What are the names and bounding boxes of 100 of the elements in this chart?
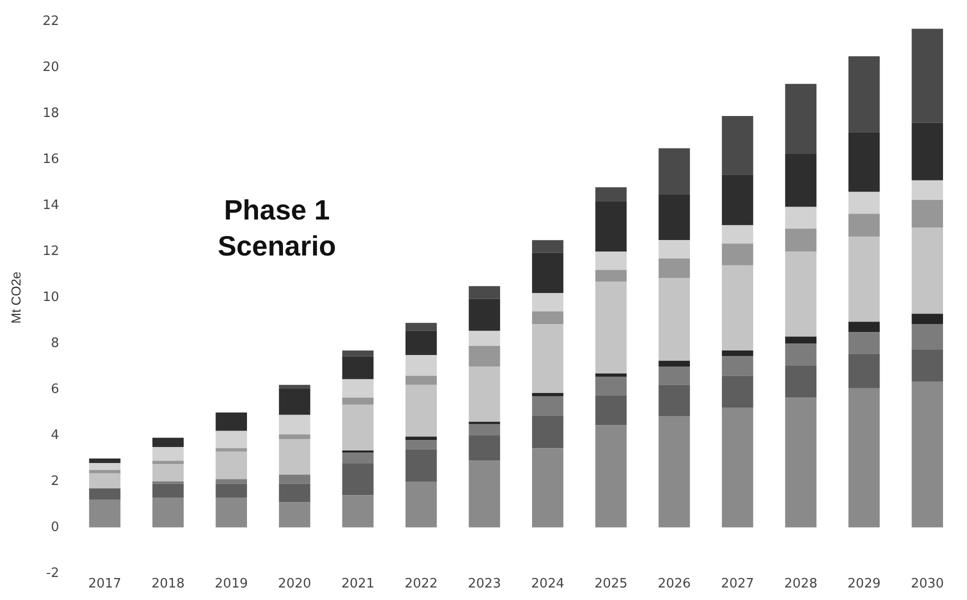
bar [405,449,437,482]
bar [595,376,627,396]
bar [722,265,754,350]
x-tick-label: 2018 [152,576,185,592]
y-tick-label: 12 [42,244,60,260]
bar [912,314,944,324]
y-tick-label: 10 [42,290,60,305]
bar [152,446,184,461]
bar [342,379,374,398]
x-tick-label: 2019 [214,576,248,592]
bar [468,298,500,331]
bar [405,384,437,437]
bar [342,350,374,356]
bar [278,434,310,439]
x-tick-label: 2026 [658,576,691,592]
bar [848,132,880,192]
bar [658,194,690,240]
bar [89,473,120,488]
bar [405,481,437,528]
bar [848,322,880,332]
bar [722,225,754,244]
bar [532,392,564,396]
bar [89,500,120,528]
bar [278,502,310,528]
bar [468,286,500,299]
bar [595,201,627,252]
bar [342,356,374,380]
x-tick-label: 2024 [531,576,564,592]
bar [595,425,627,528]
bar [785,344,816,366]
x-tick-label: 2030 [910,576,944,592]
bar [785,154,816,207]
bar [722,174,754,226]
bar [468,330,500,346]
bar [278,414,310,434]
bar [405,330,437,356]
bar [722,356,754,376]
x-tick-label: 2017 [88,576,122,592]
bar [658,148,690,194]
bar [785,252,816,337]
bar [278,474,310,484]
bar [848,236,880,322]
bar [532,324,564,393]
bar [848,354,880,388]
y-tick-label: 22 [42,14,60,30]
bar [722,244,754,266]
bar [658,278,690,361]
bar [532,311,564,324]
bar [152,481,184,484]
bar [785,365,816,398]
bar [405,355,437,376]
bar [89,470,120,474]
bar [912,324,944,350]
bar [89,488,120,500]
bar [722,116,754,175]
bar [658,366,690,385]
bar [152,438,184,447]
bar [405,322,437,331]
bar [152,484,184,498]
bar [342,452,374,464]
bar [468,460,500,528]
y-tick-label: 0 [50,520,60,535]
x-tick-label: 2022 [404,576,438,592]
bar [532,416,564,448]
bar [785,336,816,344]
bar [595,373,627,377]
bar [342,398,374,404]
bar [595,395,627,426]
bar [722,350,754,356]
bar [595,282,627,374]
bar [912,180,944,200]
bar [216,448,247,452]
bar [216,484,247,498]
text: Phase 1 Scenario [218,194,336,262]
bar [532,240,564,253]
bar [405,440,437,450]
bar [532,396,564,416]
bar [658,240,690,259]
x-tick-label: 2027 [720,576,754,592]
y-tick-label: -2 [46,566,60,581]
bar [342,404,374,450]
bar [278,388,310,415]
bar [89,458,120,464]
bar [912,122,944,180]
bar [468,422,500,424]
x-tick-label: 2029 [848,576,881,592]
bar [848,388,880,528]
y-tick-label: 6 [50,382,60,397]
y-tick-label: 4 [50,428,60,443]
bar [722,376,754,408]
bar [278,484,310,502]
y-tick-label: 14 [42,198,60,214]
bar [216,498,247,528]
x-tick-label: 2025 [594,576,628,592]
bar [405,376,437,385]
bar [468,366,500,422]
bar [216,430,247,448]
bar [848,332,880,354]
y-axis-title: Mt CO2e [8,272,24,324]
bar [912,228,944,314]
